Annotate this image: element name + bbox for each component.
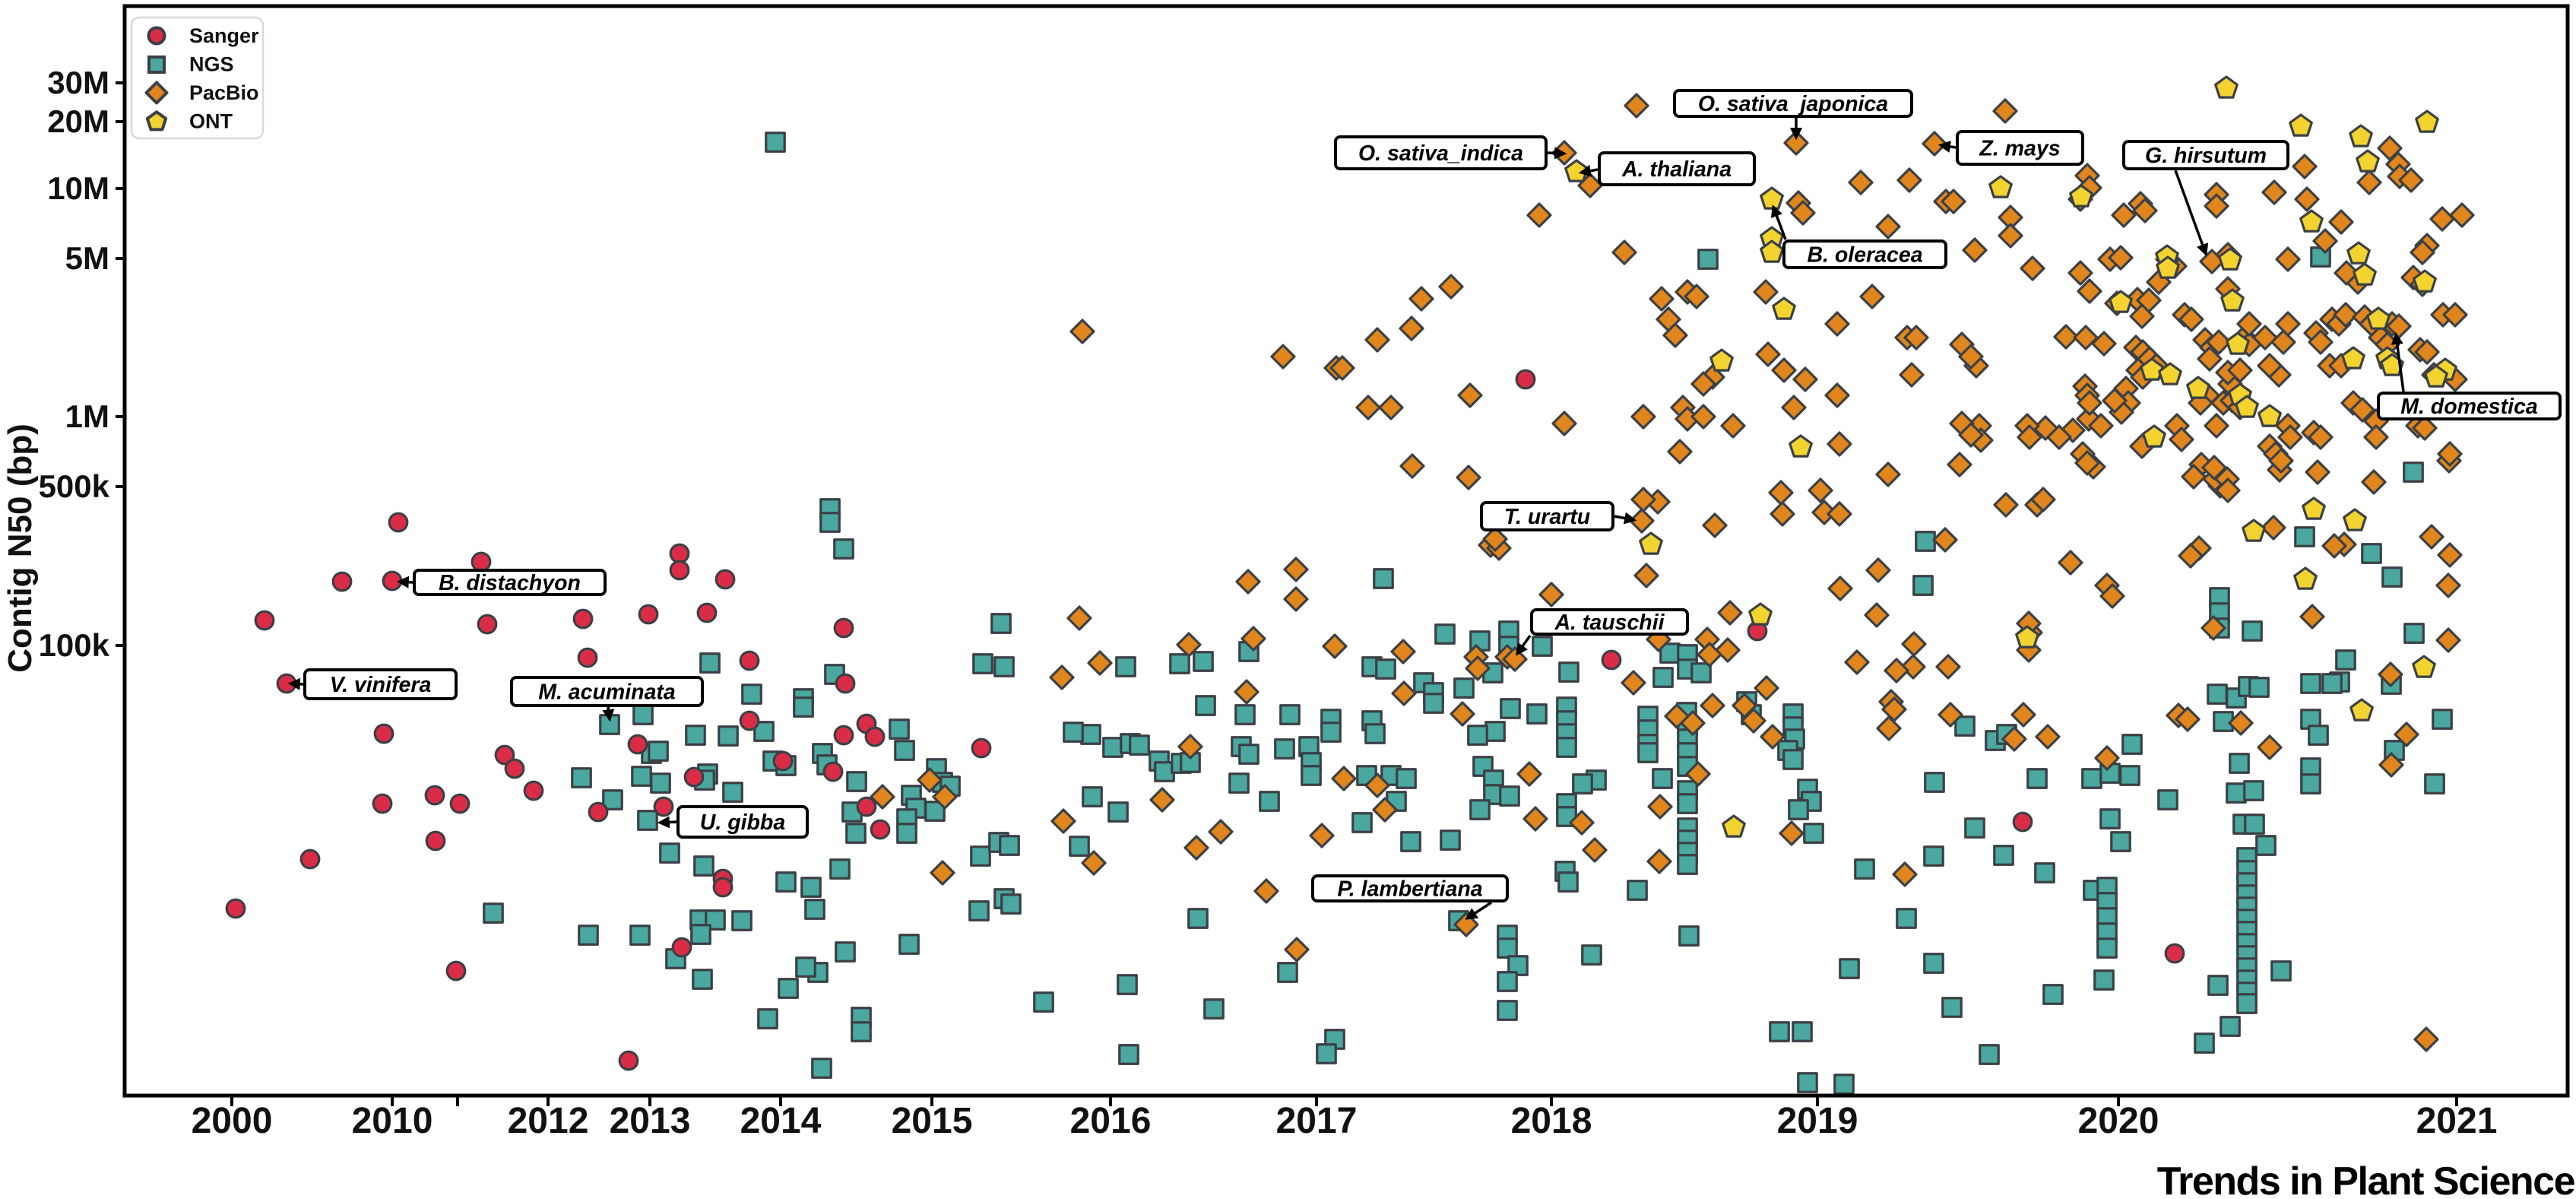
svg-text:G. hirsutum: G. hirsutum [2145, 144, 2267, 168]
svg-text:V. vinifera: V. vinifera [330, 673, 432, 697]
svg-text:2019: 2019 [1777, 1101, 1858, 1141]
svg-text:B. distachyon: B. distachyon [439, 571, 581, 595]
svg-text:M. domestica: M. domestica [2400, 395, 2538, 419]
svg-text:Contig N50 (bp): Contig N50 (bp) [2, 423, 39, 673]
svg-text:Trends in Plant Science: Trends in Plant Science [2157, 1159, 2575, 1199]
svg-text:2013: 2013 [610, 1101, 691, 1141]
svg-text:2015: 2015 [892, 1101, 973, 1141]
svg-text:2021: 2021 [2416, 1101, 2498, 1141]
svg-text:U. gibba: U. gibba [700, 810, 786, 835]
svg-text:Sanger: Sanger [189, 24, 259, 47]
svg-text:PacBio: PacBio [189, 81, 259, 104]
svg-text:2016: 2016 [1070, 1101, 1152, 1141]
svg-text:P. lambertiana: P. lambertiana [1337, 877, 1482, 902]
svg-text:M. acuminata: M. acuminata [538, 680, 676, 705]
svg-text:T. urartu: T. urartu [1504, 505, 1590, 529]
svg-text:5M: 5M [65, 240, 109, 276]
svg-text:O. sativa japonica: O. sativa japonica [1698, 92, 1888, 116]
svg-text:2014: 2014 [740, 1101, 822, 1141]
svg-text:500k: 500k [39, 468, 110, 504]
svg-text:2020: 2020 [2078, 1101, 2159, 1141]
svg-text:Z. mays: Z. mays [1979, 137, 2060, 161]
svg-text:ONT: ONT [189, 110, 233, 133]
svg-text:2017: 2017 [1276, 1101, 1358, 1141]
svg-text:2018: 2018 [1511, 1101, 1592, 1141]
svg-text:20M: 20M [47, 103, 109, 139]
svg-text:1M: 1M [65, 398, 109, 434]
svg-text:NGS: NGS [189, 53, 234, 76]
svg-text:A. thaliana: A. thaliana [1621, 157, 1732, 182]
svg-text:100k: 100k [39, 627, 110, 663]
svg-text:O. sativa_indica: O. sativa_indica [1358, 141, 1523, 166]
svg-text:2010: 2010 [352, 1101, 433, 1141]
svg-text:2012: 2012 [508, 1101, 589, 1141]
svg-text:B. oleracea: B. oleracea [1807, 243, 1922, 268]
svg-text:10M: 10M [47, 170, 109, 206]
svg-text:A. tauschii: A. tauschii [1554, 611, 1665, 635]
svg-text:2000: 2000 [192, 1101, 273, 1141]
svg-text:30M: 30M [47, 65, 109, 100]
